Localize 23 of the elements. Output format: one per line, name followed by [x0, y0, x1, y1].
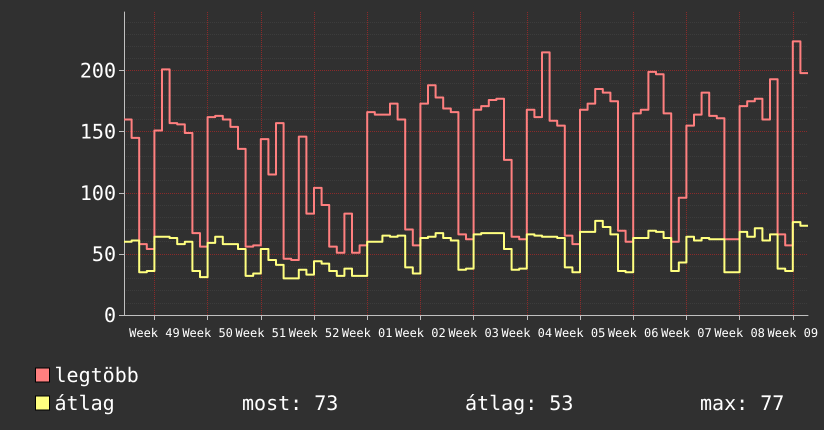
y-tick-label: 50	[92, 242, 116, 266]
y-tick-label: 100	[80, 180, 116, 205]
text: most: 73	[242, 391, 338, 415]
x-tick-label: Week 07	[661, 326, 712, 340]
x-tick-label: Week 51	[236, 326, 286, 340]
y-tick-label: 150	[80, 120, 116, 144]
x-tick-label: Week 05	[554, 326, 606, 340]
y-tick-label: 200	[80, 58, 116, 83]
x-tick-label: Week 52	[288, 326, 340, 340]
x-tick-label: Week 04	[502, 326, 552, 340]
y-tick-label: 0	[104, 303, 116, 327]
x-tick-label: Week 09	[768, 326, 818, 340]
x-tick-label: Week 01	[342, 326, 392, 340]
x-tick-label: Week 03	[448, 326, 499, 340]
x-tick-label: Week 06	[608, 326, 658, 340]
text: átlag: 53	[465, 391, 574, 415]
x-tick-label: Week 08	[714, 326, 765, 340]
x-tick-label: Week 50	[182, 326, 233, 340]
legend-label: átlag	[54, 391, 115, 415]
x-tick-label: Week 49	[129, 326, 180, 340]
x-tick-label: Week 02	[395, 326, 446, 340]
legend-label: legtöbb	[54, 363, 139, 387]
text: max: 77	[700, 391, 784, 415]
